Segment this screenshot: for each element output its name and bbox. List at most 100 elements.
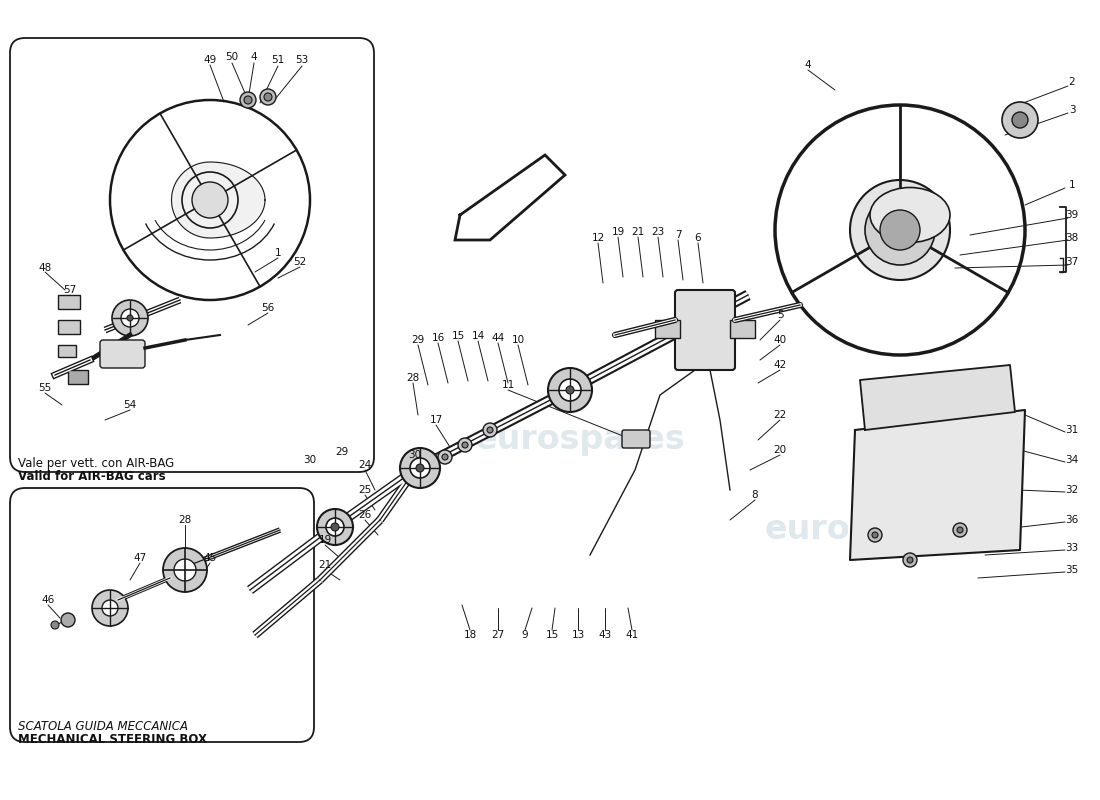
FancyBboxPatch shape	[100, 340, 145, 368]
Circle shape	[121, 309, 139, 327]
Text: 31: 31	[1066, 425, 1079, 435]
Text: 6: 6	[695, 233, 702, 243]
Bar	[58, 320, 80, 334]
Text: 26: 26	[359, 510, 372, 520]
Text: 9: 9	[521, 630, 528, 640]
Text: 7: 7	[674, 230, 681, 240]
Text: 1: 1	[275, 248, 282, 258]
FancyBboxPatch shape	[10, 38, 374, 472]
Text: 11: 11	[502, 380, 515, 390]
Circle shape	[102, 600, 118, 616]
Circle shape	[163, 548, 207, 592]
Circle shape	[462, 442, 468, 448]
Text: 10: 10	[512, 335, 525, 345]
Text: MECHANICAL STEERING BOX: MECHANICAL STEERING BOX	[18, 733, 207, 746]
Circle shape	[192, 182, 228, 218]
Circle shape	[326, 518, 344, 536]
Polygon shape	[850, 410, 1025, 560]
Circle shape	[1002, 102, 1038, 138]
Text: 53: 53	[296, 55, 309, 65]
Text: 51: 51	[272, 55, 285, 65]
Circle shape	[240, 92, 256, 108]
Text: 39: 39	[1066, 210, 1079, 220]
Text: 28: 28	[178, 515, 191, 525]
Circle shape	[92, 590, 128, 626]
FancyBboxPatch shape	[675, 290, 735, 370]
Circle shape	[483, 423, 497, 437]
Text: 43: 43	[598, 630, 612, 640]
Text: 14: 14	[472, 331, 485, 341]
Text: 3: 3	[1069, 105, 1076, 115]
Circle shape	[566, 386, 574, 394]
Text: 18: 18	[463, 630, 476, 640]
Text: 19: 19	[318, 535, 331, 545]
Text: 21: 21	[318, 560, 331, 570]
Text: 22: 22	[773, 410, 786, 420]
Text: 30: 30	[304, 455, 317, 465]
Text: 4: 4	[251, 52, 257, 62]
Text: SCATOLA GUIDA MECCANICA: SCATOLA GUIDA MECCANICA	[18, 720, 188, 733]
Circle shape	[908, 557, 913, 563]
Circle shape	[244, 96, 252, 104]
Text: 1: 1	[1069, 180, 1076, 190]
Circle shape	[442, 454, 448, 460]
Text: 24: 24	[359, 460, 372, 470]
Circle shape	[559, 379, 581, 401]
Text: 8: 8	[751, 490, 758, 500]
Text: eurospares: eurospares	[104, 314, 316, 346]
Bar	[58, 295, 80, 309]
Text: 30: 30	[408, 450, 421, 460]
Circle shape	[416, 464, 424, 472]
Text: 34: 34	[1066, 455, 1079, 465]
Circle shape	[317, 509, 353, 545]
Text: eurospares: eurospares	[45, 554, 255, 586]
Text: 20: 20	[773, 445, 786, 455]
Circle shape	[872, 532, 878, 538]
Circle shape	[331, 523, 339, 531]
Circle shape	[400, 448, 440, 488]
Circle shape	[1012, 112, 1028, 128]
Circle shape	[548, 368, 592, 412]
Text: 13: 13	[571, 630, 584, 640]
Text: 44: 44	[492, 333, 505, 343]
Circle shape	[953, 523, 967, 537]
Text: 36: 36	[1066, 515, 1079, 525]
Text: 16: 16	[431, 333, 444, 343]
Text: eurospares: eurospares	[474, 423, 685, 457]
Circle shape	[264, 93, 272, 101]
Text: 50: 50	[226, 52, 239, 62]
Text: 5: 5	[777, 310, 783, 320]
Bar	[58, 345, 76, 357]
Circle shape	[60, 613, 75, 627]
Text: 12: 12	[592, 233, 605, 243]
Text: Valid for AIR-BAG cars: Valid for AIR-BAG cars	[18, 470, 166, 483]
Text: 33: 33	[1066, 543, 1079, 553]
Circle shape	[880, 210, 920, 250]
Text: 4: 4	[805, 60, 812, 70]
Text: 19: 19	[612, 227, 625, 237]
Text: 37: 37	[1066, 257, 1079, 267]
Circle shape	[51, 621, 59, 629]
Bar	[68, 370, 88, 384]
Text: 28: 28	[406, 373, 419, 383]
Text: 56: 56	[262, 303, 275, 313]
Circle shape	[174, 559, 196, 581]
Circle shape	[438, 450, 452, 464]
Text: 41: 41	[626, 630, 639, 640]
Circle shape	[957, 527, 962, 533]
Circle shape	[850, 180, 950, 280]
Text: 42: 42	[773, 360, 786, 370]
Polygon shape	[860, 365, 1015, 430]
Text: 15: 15	[451, 331, 464, 341]
Text: Vale per vett. con AIR-BAG: Vale per vett. con AIR-BAG	[18, 457, 174, 470]
Circle shape	[865, 195, 935, 265]
Circle shape	[260, 89, 276, 105]
Polygon shape	[172, 162, 265, 238]
Polygon shape	[455, 155, 565, 240]
Text: 25: 25	[359, 485, 372, 495]
Text: 2: 2	[1069, 77, 1076, 87]
Circle shape	[410, 458, 430, 478]
Text: 48: 48	[39, 263, 52, 273]
Circle shape	[126, 315, 133, 321]
Text: 45: 45	[204, 553, 217, 563]
